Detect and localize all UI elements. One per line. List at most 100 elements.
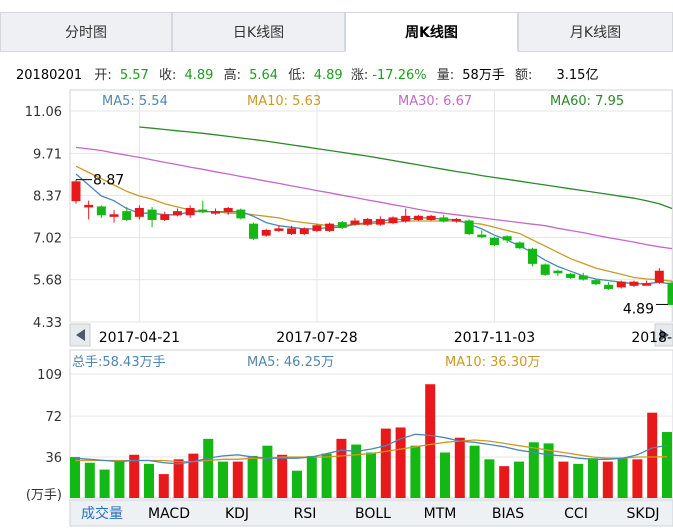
tab-monthly-k[interactable]: 月K线图 <box>518 12 673 52</box>
volume-bar <box>588 458 598 498</box>
volume-bar <box>336 438 347 498</box>
low-value: 4.89 <box>313 68 343 83</box>
volume-bar <box>84 462 95 498</box>
volume-bar <box>158 474 169 498</box>
indicator-tab-bias[interactable]: BIAS <box>492 506 524 522</box>
volume-bar <box>218 461 228 498</box>
candle-body <box>210 211 220 214</box>
low-label: 低: <box>288 68 306 83</box>
candle-body <box>337 222 347 228</box>
candle-body <box>350 220 360 225</box>
indicator-tab-成交量[interactable]: 成交量 <box>81 505 123 522</box>
candle-body <box>439 217 449 222</box>
price-tick-label: 4.33 <box>33 316 62 331</box>
volume-bar <box>173 459 184 498</box>
candle-body <box>464 220 474 235</box>
volume-legend-ma5: MA5: 46.25万 <box>247 355 334 370</box>
change-label: 涨: <box>350 68 369 83</box>
indicator-tab-mtm[interactable]: MTM <box>424 506 457 522</box>
volume-ma5-line <box>74 433 668 465</box>
volume-bar <box>351 444 362 498</box>
candle-body <box>553 270 563 274</box>
legend-ma5: MA5: 5.54 <box>102 94 168 109</box>
price-panel-frame <box>69 89 673 323</box>
volume-bar <box>440 452 450 498</box>
candle-body <box>147 209 157 220</box>
legend-ma30: MA30: 6.67 <box>398 94 472 109</box>
tab-daily-k[interactable]: 日K线图 <box>172 12 345 52</box>
candle-body <box>540 264 550 275</box>
amount-label: 额: <box>514 68 533 83</box>
candle-body <box>223 208 233 213</box>
indicator-tab-boll[interactable]: BOLL <box>355 506 391 522</box>
high-label: 高: <box>223 68 241 83</box>
candle-body <box>236 209 246 219</box>
volume-label: 量: <box>436 68 455 83</box>
candle-body <box>185 208 195 216</box>
volume-bar <box>573 463 584 498</box>
chevron-left-icon <box>76 329 85 341</box>
close-value: 4.89 <box>184 68 214 83</box>
candle-body <box>249 223 259 239</box>
candle-body <box>642 283 652 286</box>
volume-bar <box>144 463 154 498</box>
indicator-tab-rsi[interactable]: RSI <box>294 506 317 522</box>
chart-tabs: 分时图 日K线图 周K线图 月K线图 <box>0 12 673 52</box>
volume-bar <box>632 459 643 498</box>
candle-body <box>502 236 512 241</box>
change-value: -17.26% <box>372 68 427 83</box>
volume-bar <box>425 384 436 498</box>
volume-bar <box>247 455 258 498</box>
candle-body <box>477 234 487 238</box>
candle-body <box>591 280 601 285</box>
volume-bar <box>514 461 524 498</box>
ma60-line <box>139 126 673 210</box>
volume-bar <box>366 452 376 498</box>
indicator-tab-kdj[interactable]: KDJ <box>225 506 249 522</box>
candle-body <box>134 208 144 217</box>
open-value: 5.57 <box>119 68 149 83</box>
candle-body <box>363 218 373 225</box>
candle-body <box>667 282 673 305</box>
tab-intraday[interactable]: 分时图 <box>0 12 172 52</box>
date-tick-label: 2017-04-21 <box>99 330 180 346</box>
ma10-line <box>75 165 673 282</box>
candle-body <box>325 223 335 231</box>
quote-date: 20180201 <box>16 68 83 83</box>
indicator-tab-cci[interactable]: CCI <box>564 506 588 522</box>
indicator-tab-skdj[interactable]: SKDJ <box>627 506 660 522</box>
volume-bar <box>277 454 288 498</box>
price-tick-label: 11.06 <box>25 105 62 120</box>
high-value: 5.64 <box>249 68 279 83</box>
candle-body <box>401 215 411 222</box>
volume-value: 58万手 <box>462 68 505 83</box>
volume-bar <box>647 412 658 498</box>
candle-body <box>451 218 461 222</box>
candle-body <box>566 273 576 278</box>
price-tick-label: 9.71 <box>33 147 62 162</box>
price-tick-label: 7.02 <box>33 232 62 247</box>
low-marker-label: 4.89 <box>623 301 654 317</box>
volume-tick-label: 36 <box>45 451 62 466</box>
volume-bar <box>321 453 332 498</box>
open-label: 开: <box>94 68 112 83</box>
ma30-line <box>75 146 673 250</box>
candle-body <box>96 206 106 216</box>
indicator-tab-macd[interactable]: MACD <box>148 506 190 522</box>
volume-bar <box>410 445 421 498</box>
candle-body <box>413 215 423 220</box>
tab-weekly-k[interactable]: 周K线图 <box>345 12 518 52</box>
volume-bar <box>395 427 406 498</box>
candle-body <box>71 181 81 202</box>
volume-tick-label: 72 <box>45 410 62 425</box>
candle-body <box>198 209 208 213</box>
volume-bar <box>662 432 672 498</box>
volume-bar <box>306 455 317 498</box>
candle-body <box>528 248 538 264</box>
volume-bar <box>232 461 243 498</box>
candle-body <box>515 242 525 249</box>
volume-legend-ma10: MA10: 36.30万 <box>445 355 540 370</box>
volume-bar <box>203 438 214 498</box>
volume-bar <box>70 457 80 498</box>
